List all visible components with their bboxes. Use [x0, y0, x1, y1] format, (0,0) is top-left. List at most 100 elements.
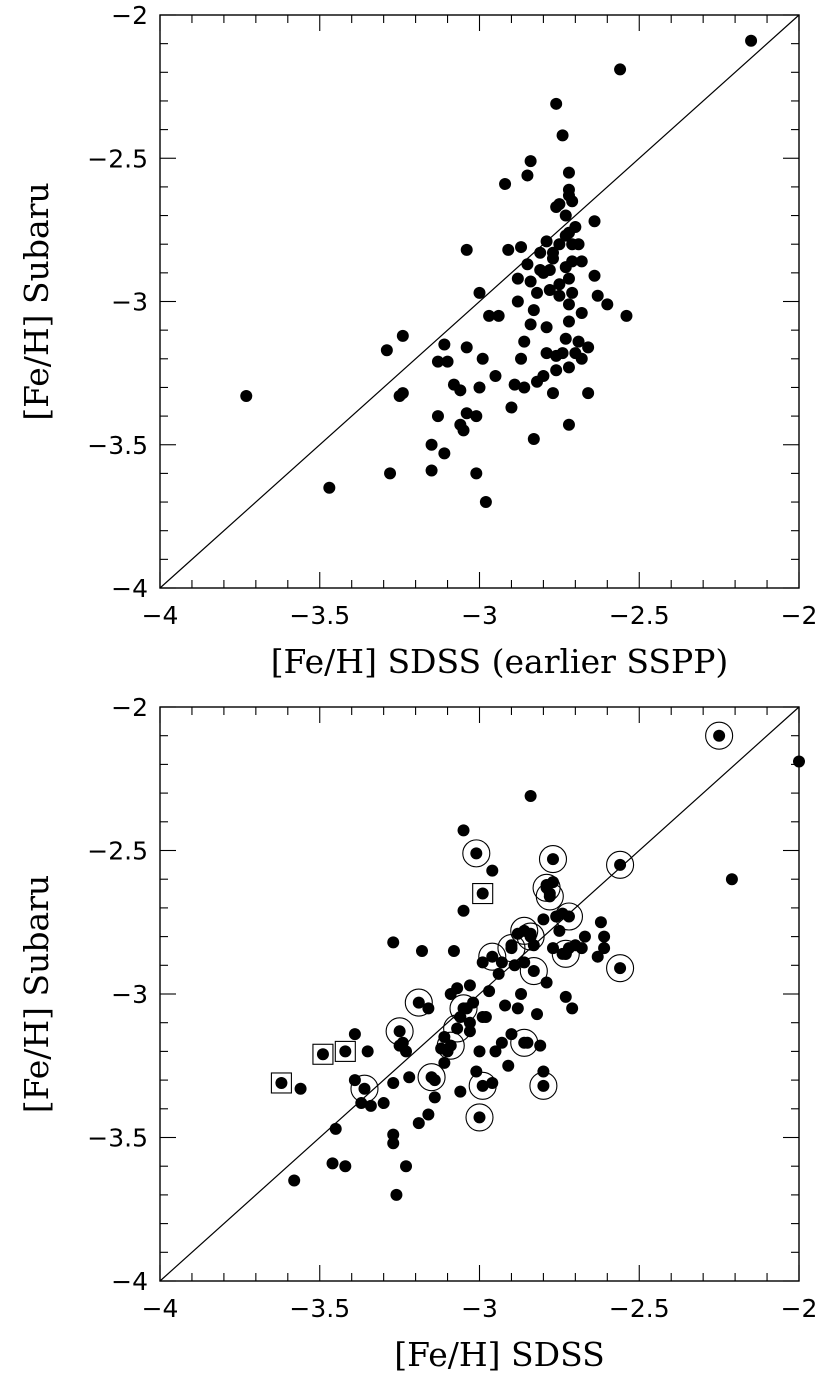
data-point — [438, 447, 451, 460]
data-point — [553, 289, 566, 302]
data-point — [511, 272, 524, 285]
data-point — [451, 1022, 464, 1035]
data-point — [521, 258, 534, 271]
data-point — [483, 985, 496, 998]
highlight-ring — [510, 916, 539, 945]
x-tick-label: −3.5 — [289, 1294, 350, 1323]
data-point — [444, 1039, 457, 1052]
data-point — [540, 976, 553, 989]
data-point — [531, 286, 544, 299]
data-point — [550, 364, 563, 377]
data-point — [400, 1160, 413, 1173]
highlight-ring — [462, 839, 491, 868]
highlight-ring — [705, 721, 734, 750]
data-point — [240, 390, 253, 403]
data-point — [377, 1097, 390, 1110]
highlight-ring — [404, 988, 433, 1017]
highlight-ring — [551, 939, 580, 968]
data-point — [566, 1002, 579, 1015]
x-tick-label: −2 — [781, 601, 818, 630]
highlight-ring — [606, 850, 635, 879]
y-tick-label: −2 — [111, 693, 148, 722]
data-point — [562, 910, 575, 923]
data-point — [562, 315, 575, 328]
scatter-panel-sdss: −4 −3.5 −3 −2.5 −2 −4 −3.5 −3 −2.5 −2 [Fe/H] SDSS [… — [17, 693, 817, 1374]
data-point — [566, 195, 579, 208]
y-tick-label: −2.5 — [87, 837, 148, 866]
data-point — [793, 755, 805, 768]
data-point — [460, 407, 473, 420]
scatter-panel-earlier-sspp: −4 −3.5 −3 −2.5 −2 −4 −3.5 −3 −2.5 −2 [Fe/H] SDSS … — [17, 1, 817, 681]
data-point — [358, 1082, 371, 1095]
data-point — [412, 996, 425, 1009]
data-point — [524, 318, 537, 331]
data-point — [562, 166, 575, 179]
data-point — [387, 936, 400, 949]
data-point — [524, 789, 537, 802]
highlight-ring — [510, 1028, 539, 1057]
data-point — [582, 387, 595, 400]
y-tick-label: −2.5 — [87, 144, 148, 173]
data-point — [725, 873, 738, 886]
data-point — [508, 959, 521, 972]
y-tick-label: −3.5 — [87, 431, 148, 460]
data-point — [508, 378, 521, 391]
data-point — [428, 1091, 441, 1104]
data-point — [562, 272, 575, 285]
data-point — [355, 1097, 368, 1110]
data-point — [537, 369, 550, 382]
x-tick-label: −2 — [781, 1294, 818, 1323]
x-tick-label: −3 — [461, 1294, 498, 1323]
data-point — [470, 410, 483, 423]
data-point — [502, 243, 515, 256]
data-point — [387, 1137, 400, 1150]
highlight-ring — [443, 1014, 472, 1043]
data-point — [425, 464, 438, 477]
data-point — [387, 1128, 400, 1141]
data-point — [361, 1045, 374, 1058]
data-point — [316, 1048, 329, 1061]
highlight-ring — [529, 1071, 558, 1100]
data-point — [515, 988, 528, 1000]
y-tick-label: −3.5 — [87, 1124, 148, 1153]
data-point — [559, 990, 572, 1003]
data-point — [543, 263, 556, 276]
data-point — [559, 332, 572, 345]
data-point — [495, 1036, 508, 1049]
data-point — [486, 950, 499, 963]
data-point — [518, 1036, 531, 1049]
data-point — [511, 295, 524, 308]
data-point — [393, 1025, 406, 1038]
data-point — [473, 381, 486, 394]
data-point — [451, 982, 464, 995]
highlight-ring — [468, 1071, 497, 1100]
data-point — [275, 1076, 288, 1089]
data-point — [521, 169, 534, 182]
highlight-box — [334, 1040, 356, 1062]
data-point — [339, 1160, 352, 1173]
data-point — [473, 1111, 486, 1124]
y-axis-title: [Fe/H] Subaru — [17, 182, 56, 420]
data-point — [460, 341, 473, 354]
data-point — [476, 1079, 489, 1092]
data-point — [502, 1059, 515, 1072]
highlight-ring — [554, 902, 584, 931]
data-point — [390, 1188, 403, 1201]
data-point — [562, 361, 575, 374]
data-point — [572, 335, 585, 348]
data-point — [572, 238, 585, 251]
data-point — [384, 467, 397, 480]
highlight-ring — [449, 994, 478, 1023]
data-point — [431, 410, 444, 423]
data-point — [348, 1028, 361, 1041]
data-point — [559, 947, 572, 960]
data-point — [422, 1002, 435, 1015]
data-point — [566, 255, 579, 268]
data-point — [511, 1002, 524, 1015]
data-point — [524, 275, 537, 288]
highlight-ring — [350, 1074, 379, 1103]
x-axis-title: [Fe/H] SDSS (earlier SSPP) — [271, 642, 729, 681]
data-point — [505, 401, 518, 414]
data-point — [553, 278, 566, 291]
data-point — [425, 1071, 438, 1084]
